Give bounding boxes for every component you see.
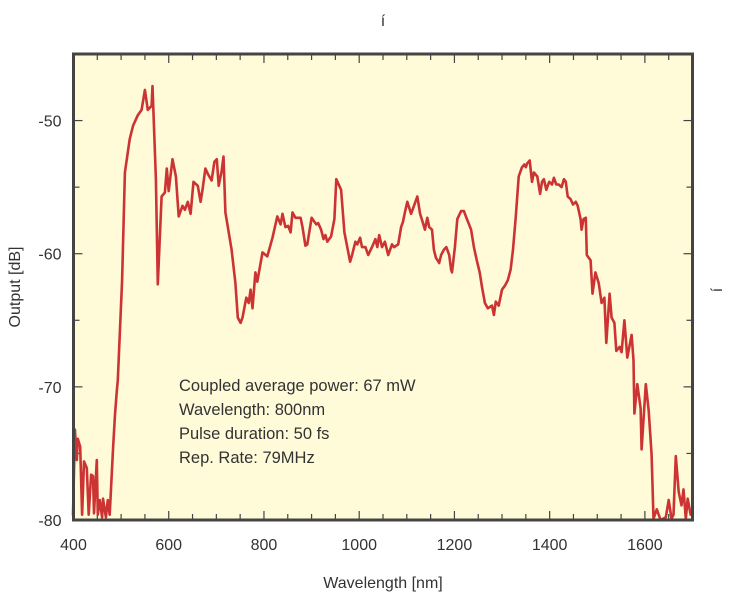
y-tick-label: -70 [38, 380, 61, 397]
x-tick-labels: 400 600 800 1000 1200 1400 1600 [60, 537, 663, 554]
plot-frame [72, 52, 694, 522]
annotation-power: Coupled average power: 67 mW [179, 377, 416, 395]
annotation-block: Coupled average power: 67 mW Wavelength:… [179, 377, 416, 467]
plot-area [73, 54, 693, 520]
x-axis-label: Wavelength [nm] [323, 575, 442, 592]
series-line-output-spectrum [71, 84, 692, 522]
right-axis-label: í [709, 287, 726, 292]
chart-title: í [381, 13, 386, 30]
x-tick-label: 1400 [532, 537, 568, 554]
y-tick-labels: -80 -70 -60 -50 [38, 114, 61, 530]
y-tick-label: -80 [38, 513, 61, 530]
data-layer [71, 84, 692, 522]
annotation-rep-rate: Rep. Rate: 79MHz [179, 449, 315, 467]
y-axis-label: Output [dB] [7, 247, 24, 328]
x-tick-label: 400 [60, 537, 87, 554]
x-tick-label: 600 [155, 537, 182, 554]
y-tick-label: -60 [38, 247, 61, 264]
x-tick-label: 1200 [437, 537, 473, 554]
annotation-wavelength: Wavelength: 800nm [179, 401, 325, 419]
x-tick-label: 1000 [341, 537, 377, 554]
annotation-pulse-duration: Pulse duration: 50 fs [179, 425, 329, 443]
x-tick-label: 1600 [627, 537, 663, 554]
y-tick-label: -50 [38, 114, 61, 131]
x-tick-label: 800 [251, 537, 278, 554]
